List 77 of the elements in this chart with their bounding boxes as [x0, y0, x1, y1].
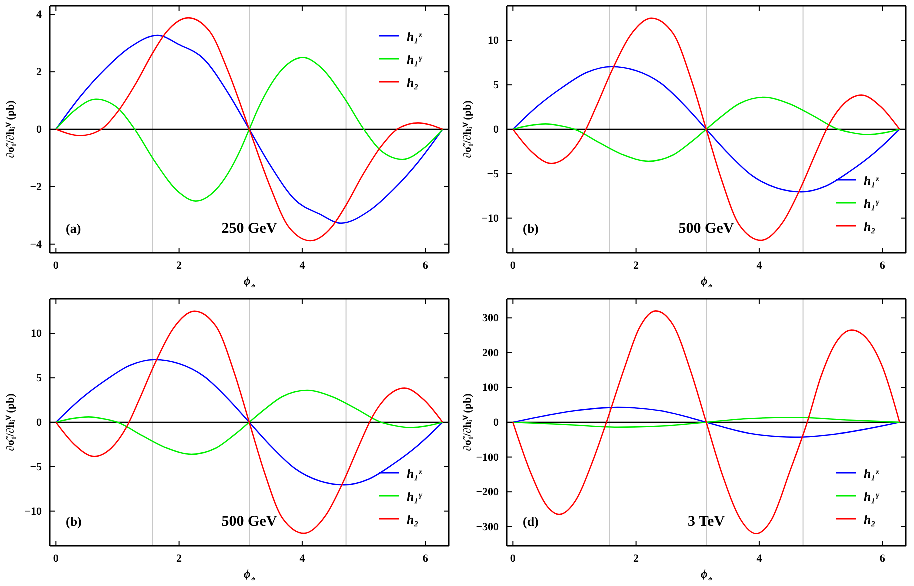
y-tick-label: −300	[476, 521, 500, 534]
line-series	[56, 310, 444, 534]
y-tick-label: −5	[487, 168, 500, 180]
y-tick-label: −5	[30, 461, 42, 474]
annotation: (b)	[523, 221, 539, 236]
y-tick-label: 0	[494, 417, 500, 430]
line-series	[512, 406, 900, 438]
x-tick-label: 0	[53, 260, 60, 272]
y-axis-title: ∂σ̃₁/∂hᵢⱽ (pb)	[462, 393, 474, 452]
legend-label: h₂	[864, 512, 876, 527]
x-axis-title: ϕ$_{*}$	[244, 274, 256, 292]
legend-label: h₁ᶻ	[407, 29, 423, 44]
x-tick-label: 2	[634, 552, 640, 565]
annotation: 250 GeV	[222, 221, 278, 237]
y-tick-label: 10	[31, 328, 42, 340]
y-tick-label: −200	[476, 486, 500, 499]
legend-label: h₁ᵞ	[864, 196, 880, 211]
annotation: (d)	[523, 514, 539, 529]
line-series	[56, 57, 444, 202]
x-tick-label: 0	[510, 552, 516, 565]
annotation: 3 TeV	[688, 514, 726, 530]
legend-label: h₂	[864, 219, 876, 234]
y-tick-label: 5	[36, 372, 42, 385]
y-tick-label: 5	[494, 80, 500, 92]
y-tick-label: −10	[24, 506, 42, 518]
y-tick-label: 4	[36, 9, 42, 22]
line-series	[56, 359, 444, 486]
x-tick-label: 4	[300, 552, 306, 565]
x-tick-label: 6	[880, 260, 886, 272]
y-tick-label: 2	[36, 66, 42, 79]
annotation: (b)	[66, 514, 82, 529]
y-tick-label: 100	[482, 382, 500, 394]
x-axis-title: ϕ$_{*}$	[244, 567, 256, 584]
y-axis-title: ∂σ̃₁/∂hᵢⱽ (pb)	[5, 100, 17, 158]
x-tick-label: 4	[756, 260, 763, 272]
x-axis-title: ϕ$_{*}$	[700, 567, 713, 584]
line-series	[56, 390, 444, 456]
legend-label: h₁ᵞ	[864, 489, 880, 504]
y-tick-label: 300	[482, 312, 500, 325]
line-series	[56, 17, 444, 242]
legend-label: h₁ᶻ	[864, 466, 880, 481]
y-tick-label: 10	[488, 35, 500, 48]
y-tick-label: 0	[494, 124, 500, 136]
y-tick-label: −100	[476, 452, 500, 464]
legend-label: h₁ᵞ	[407, 489, 423, 504]
annotation: 500 GeV	[222, 514, 278, 530]
legend-label: h₁ᶻ	[864, 173, 880, 188]
line-series	[512, 18, 900, 242]
line-series	[512, 66, 900, 193]
x-axis-title: ϕ$_{*}$	[700, 274, 713, 292]
y-tick-label: −10	[482, 212, 500, 225]
x-tick-label: 6	[422, 260, 429, 272]
line-series	[512, 96, 900, 162]
x-tick-label: 2	[634, 260, 640, 272]
annotation: 500 GeV	[678, 221, 734, 237]
x-tick-label: 6	[880, 552, 886, 565]
x-tick-label: 2	[176, 260, 183, 272]
legend-label: h₁ᵞ	[407, 52, 423, 67]
x-tick-label: 0	[510, 260, 516, 272]
x-tick-label: 4	[756, 552, 763, 565]
legend-label: h₁ᶻ	[407, 466, 423, 481]
y-tick-label: 200	[482, 347, 500, 360]
y-axis-title: ∂σ̃₁/∂hᵢⱽ (pb)	[462, 100, 474, 158]
annotation: (a)	[66, 221, 82, 236]
y-tick-label: 0	[36, 124, 42, 136]
legend-label: h₂	[407, 75, 419, 90]
y-axis-title: ∂σ̃₁/∂hᵢⱽ (pb)	[5, 393, 17, 452]
legend-label: h₂	[407, 512, 419, 527]
x-tick-label: 2	[176, 552, 183, 565]
y-tick-label: 0	[36, 417, 42, 430]
x-tick-label: 0	[53, 552, 60, 565]
x-tick-label: 4	[300, 260, 306, 272]
y-tick-label: −4	[30, 238, 42, 251]
line-series	[512, 310, 900, 534]
line-series	[512, 416, 900, 428]
x-tick-label: 6	[422, 552, 429, 565]
y-tick-label: −2	[30, 181, 42, 194]
